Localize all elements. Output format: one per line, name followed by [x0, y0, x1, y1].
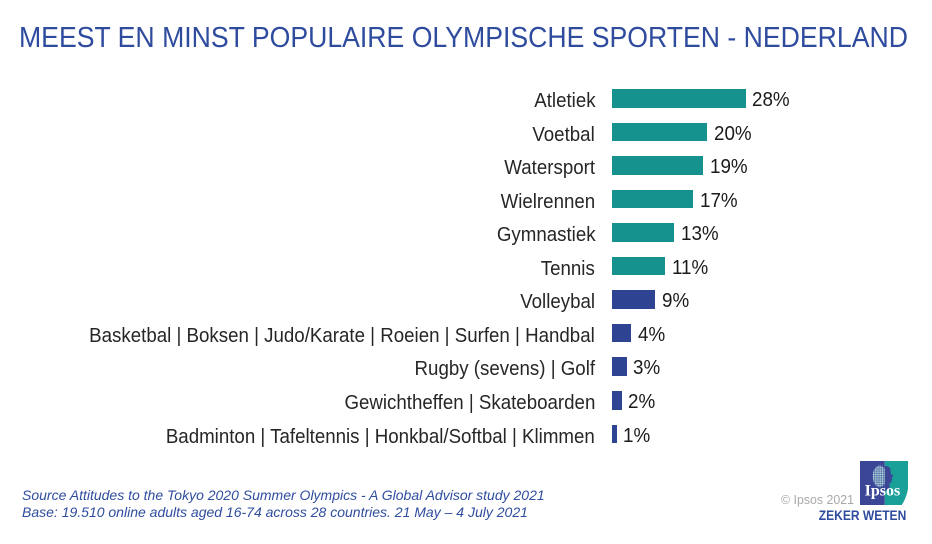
- svg-text:Ipsos: Ipsos: [865, 483, 901, 500]
